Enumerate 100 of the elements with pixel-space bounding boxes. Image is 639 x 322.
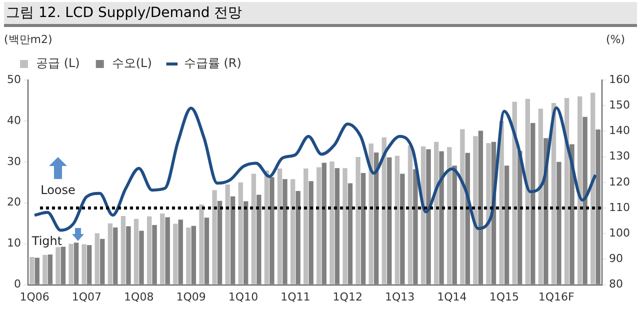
bar — [590, 92, 596, 284]
bar — [264, 170, 270, 284]
bar — [126, 226, 131, 284]
bar — [348, 183, 353, 284]
x-tick-label: 1Q10 — [228, 290, 258, 304]
bar — [212, 190, 217, 284]
bar — [296, 191, 300, 284]
x-tick-label: 1Q14 — [437, 290, 467, 304]
bar — [556, 162, 562, 284]
y2-tick-label: 140 — [609, 124, 630, 138]
bar — [596, 130, 600, 284]
bar — [382, 137, 386, 284]
x-tick-label: 1Q07 — [72, 290, 102, 304]
bar — [478, 130, 484, 284]
y2-tick-label: 120 — [609, 175, 630, 188]
bar — [439, 151, 444, 284]
x-tick-label: 1Q06 — [20, 290, 50, 304]
bar — [256, 194, 262, 284]
y2-tick-label: 150 — [609, 98, 630, 112]
bar — [334, 168, 340, 284]
bar — [413, 169, 418, 284]
bar — [251, 174, 256, 284]
annotation: Loose — [40, 183, 76, 198]
bar — [304, 168, 308, 284]
y-tick-label: 10 — [6, 236, 21, 250]
y2-tick-label: 160 — [609, 72, 630, 86]
y2-axis-title: (%) — [606, 32, 625, 46]
bar — [460, 129, 465, 284]
bar — [165, 217, 170, 284]
x-tick-label: 1Q13 — [384, 290, 415, 304]
bar — [394, 156, 400, 284]
bar — [160, 214, 165, 284]
bar — [530, 123, 536, 284]
legend-label: 수급률 (R) — [184, 56, 242, 70]
bar — [499, 120, 504, 284]
bar — [68, 244, 74, 284]
y2-tick-label: 100 — [609, 226, 630, 240]
y2-tick-label: 130 — [609, 150, 630, 163]
bar — [86, 245, 92, 284]
bar — [178, 220, 183, 284]
bar — [504, 166, 510, 284]
line-series — [33, 106, 597, 232]
bar — [426, 149, 431, 284]
bar — [330, 162, 334, 284]
bar — [152, 225, 157, 284]
bar — [173, 224, 178, 284]
bar — [48, 254, 53, 284]
legend-label: 공급 (L) — [36, 56, 80, 70]
bar — [34, 258, 40, 284]
x-tick-label: 1Q12 — [332, 290, 362, 304]
bar — [113, 227, 118, 284]
bar — [356, 157, 360, 284]
bar — [225, 184, 230, 284]
bar — [408, 146, 413, 284]
y-tick-label: 0 — [14, 278, 21, 291]
bar — [374, 152, 379, 284]
bar — [42, 254, 48, 284]
bar — [270, 177, 274, 284]
bar — [204, 218, 210, 284]
bar — [360, 172, 366, 284]
bar — [282, 179, 288, 284]
x-tick-label: 1Q15 — [489, 290, 519, 304]
y-tick-label: 50 — [6, 72, 21, 86]
bar — [217, 200, 222, 284]
bar — [60, 246, 66, 284]
y2-tick-label: 90 — [609, 252, 624, 266]
bar — [139, 230, 144, 284]
bar — [322, 162, 326, 284]
bar — [134, 218, 139, 284]
y-tick-label: 20 — [6, 196, 21, 209]
bar — [577, 96, 582, 284]
bar — [582, 116, 588, 284]
bar — [447, 147, 452, 284]
bar — [512, 102, 517, 284]
annotation: Tight — [30, 234, 62, 248]
bar — [525, 98, 530, 284]
y2-tick-label: 80 — [609, 278, 624, 291]
x-tick-label: 1Q11 — [280, 290, 310, 304]
bar — [316, 167, 322, 284]
bar — [74, 242, 79, 284]
bar — [230, 196, 236, 284]
y2-tick-label: 110 — [609, 200, 630, 214]
bar — [290, 179, 296, 284]
x-tick-label: 1Q16F — [538, 290, 574, 304]
bar — [146, 216, 152, 284]
bar — [486, 143, 491, 284]
bar — [94, 233, 100, 284]
x-tick-label: 1Q08 — [124, 290, 154, 304]
bar — [452, 166, 457, 284]
y-tick-label: 30 — [6, 154, 21, 168]
bar — [538, 108, 544, 284]
legend-label: 수오(L) — [112, 56, 152, 70]
bar — [56, 247, 60, 284]
bar — [82, 244, 86, 284]
y-axis-title: (백만m2) — [4, 32, 52, 46]
bar — [277, 168, 282, 284]
bar — [342, 168, 348, 284]
bar — [191, 226, 196, 284]
bar — [387, 157, 392, 284]
y-tick-label: 40 — [6, 114, 21, 127]
